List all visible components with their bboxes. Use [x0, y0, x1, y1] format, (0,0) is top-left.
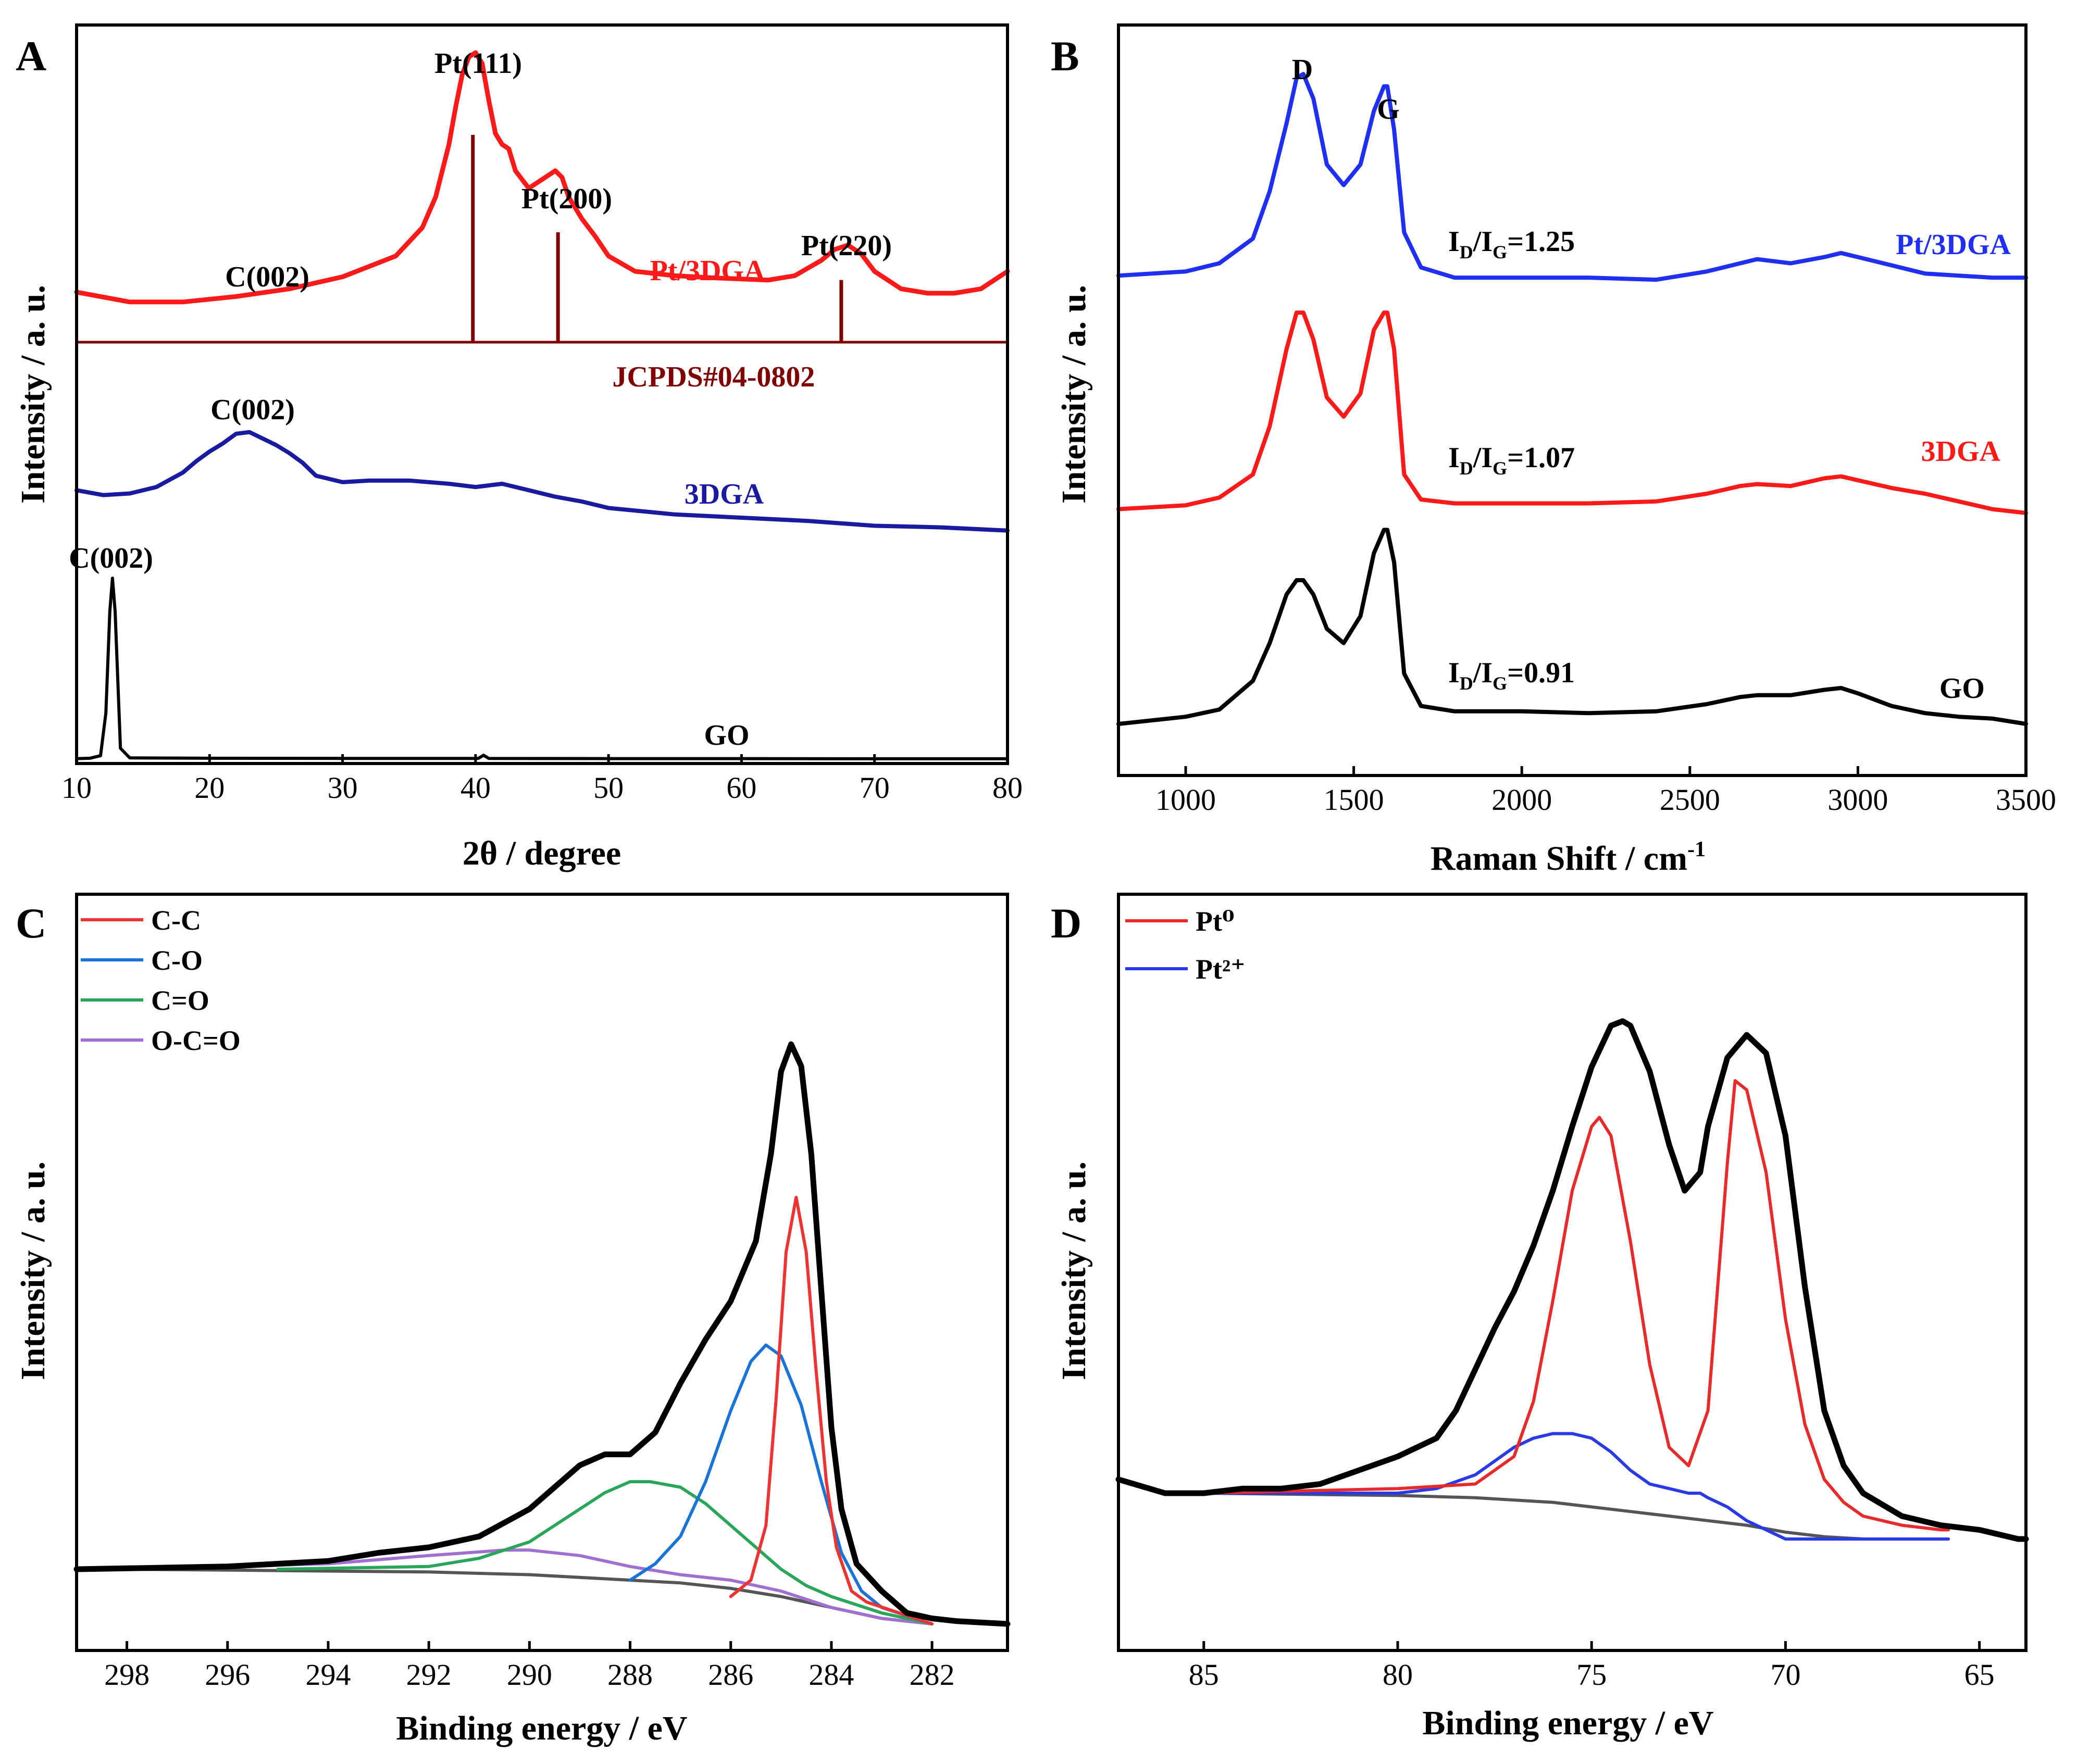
x-tick-label-b-1000: 1000: [1155, 783, 1216, 817]
label-go: GO: [704, 719, 749, 752]
series-c-total: [73, 1041, 1011, 1627]
legend-c-o-label: C-O: [151, 945, 203, 976]
panel-b-xlabel: Raman Shift / cm-1: [1431, 837, 1706, 878]
x-tick-label-b-2000: 2000: [1491, 783, 1552, 817]
annotation-pt200: Pt(200): [521, 183, 612, 215]
ratio-pt3dga: ID/IG=1.25: [1448, 226, 1575, 262]
x-tick-label-a-30: 30: [328, 771, 358, 805]
legend-pt2-label: Pt²⁺: [1196, 954, 1246, 985]
series-d-pt0: [1202, 1079, 1950, 1532]
x-tick-label-a-70: 70: [860, 771, 890, 805]
panel-d-ylabel: Intensity / a. u.: [1055, 1161, 1093, 1380]
panel-a-ylabel: Intensity / a. u.: [14, 285, 52, 504]
x-tick-label-c-286: 286: [708, 1658, 753, 1692]
annotation-pt220: Pt(220): [801, 230, 892, 262]
panel-c-legend: C-C C-O C=O O-C=O: [81, 905, 241, 1056]
x-tick-label-b-3500: 3500: [1996, 783, 2056, 817]
x-tick-label-d-85: 85: [1189, 1658, 1219, 1692]
label-b-3dga: 3DGA: [1921, 435, 2001, 468]
annotation-c002-pt3dga: C(002): [225, 261, 309, 293]
panel-d-x-ticks: 85 80 75 70 65: [1189, 1641, 1995, 1692]
ratio-3dga: ID/IG=1.07: [1448, 442, 1575, 479]
panel-d-xlabel: Binding energy / eV: [1422, 1704, 1713, 1742]
legend-o-c-o-label: O-C=O: [151, 1025, 241, 1056]
x-tick-label-d-75: 75: [1576, 1658, 1607, 1692]
panel-d-legend: Pt⁰ Pt²⁺: [1125, 906, 1246, 985]
panel-c-c1s-xps: C 298 296 294 292 290 288 286 284 282 Binding en…: [14, 893, 1011, 1747]
label-jcpds: JCPDS#04-0802: [613, 361, 815, 393]
annotation-pt111: Pt(111): [434, 47, 522, 80]
x-tick-label-c-282: 282: [910, 1658, 955, 1692]
label-b-go: GO: [1939, 672, 1985, 705]
x-tick-label-c-294: 294: [305, 1658, 351, 1692]
panel-c-letter: C: [16, 899, 46, 947]
panel-a-xrd: A 10 20 30 40 50 60 70 80 2θ / degree Intensity…: [14, 23, 1023, 872]
annotation-c002-go: C(002): [69, 542, 153, 574]
x-tick-label-a-50: 50: [593, 771, 624, 805]
x-tick-label-a-10: 10: [61, 771, 92, 805]
series-a-go: [75, 577, 1009, 760]
panel-d-letter: D: [1051, 899, 1081, 947]
x-tick-label-a-20: 20: [194, 771, 225, 805]
series-c-c-c: [729, 1196, 934, 1625]
panel-b-raman: B 1000 1500 2000 2500 3000 3500 Raman Shift /…: [1051, 23, 2056, 878]
x-tick-label-c-298: 298: [104, 1658, 150, 1692]
label-pt3dga: Pt/3DGA: [650, 255, 765, 287]
series-c-c-o: [628, 1343, 934, 1625]
x-tick-label-c-296: 296: [205, 1658, 250, 1692]
x-tick-label-a-60: 60: [726, 771, 756, 805]
panel-b-ylabel: Intensity / a. u.: [1055, 285, 1093, 504]
x-tick-label-a-80: 80: [992, 771, 1023, 805]
series-a-3dga: [74, 430, 1010, 533]
x-tick-label-b-2500: 2500: [1660, 783, 1720, 817]
x-tick-label-c-288: 288: [607, 1658, 653, 1692]
x-tick-label-b-3000: 3000: [1827, 783, 1888, 817]
series-c-c-o: [276, 1480, 934, 1625]
label-b-pt3dga: Pt/3DGA: [1896, 229, 2011, 261]
series-d-total: [1115, 1018, 2029, 1542]
panel-b-frame: [1117, 23, 2028, 777]
legend-c-c-label: C-C: [151, 905, 201, 936]
x-tick-label-d-80: 80: [1383, 1658, 1413, 1692]
x-tick-label-c-292: 292: [406, 1658, 452, 1692]
panel-a-series: [74, 50, 1010, 760]
panel-a-letter: A: [16, 32, 46, 80]
panel-a-x-ticks: 10 20 30 40 50 60 70 80: [61, 754, 1023, 805]
panel-d-series: [1115, 1018, 2029, 1542]
series-b-pt-3dga: [1116, 72, 2028, 282]
panel-b-x-ticks: 1000 1500 2000 2500 3000 3500: [1155, 766, 2056, 817]
series-a-pt-3dga: [74, 50, 1010, 305]
panel-c-ylabel: Intensity / a. u.: [14, 1161, 52, 1380]
panel-b-series: [1116, 72, 2028, 726]
panel-a-xlabel: 2θ / degree: [463, 834, 621, 872]
series-c-o-c-o: [125, 1548, 934, 1625]
series-b-3dga: [1116, 310, 2028, 515]
annotation-d-band: D: [1292, 54, 1313, 86]
panel-c-frame: [75, 893, 1009, 1652]
panel-c-xlabel: Binding energy / eV: [396, 1709, 687, 1747]
series-b-go: [1116, 528, 2028, 726]
x-tick-label-d-65: 65: [1964, 1658, 1995, 1692]
legend-c-double-o-label: C=O: [151, 985, 209, 1016]
ratio-go: ID/IG=0.91: [1448, 657, 1575, 694]
annotation-c002-3dga: C(002): [210, 394, 295, 426]
x-tick-label-c-284: 284: [809, 1658, 854, 1692]
panel-a-frame: [75, 23, 1009, 765]
panel-c-x-ticks: 298 296 294 292 290 288 286 284 282: [104, 1641, 955, 1692]
panel-d-pt4f-xps: D 85 80 75 70 65 Binding energy / eV Intensi…: [1051, 893, 2029, 1742]
x-tick-label-d-70: 70: [1770, 1658, 1800, 1692]
panel-c-series: [73, 1041, 1011, 1627]
panel-a-reference: [77, 135, 1008, 344]
label-3dga: 3DGA: [685, 478, 764, 510]
annotation-g-band: G: [1377, 93, 1400, 126]
panel-d-frame: [1117, 893, 2028, 1652]
legend-pt0-label: Pt⁰: [1196, 906, 1235, 937]
x-tick-label-a-40: 40: [461, 771, 491, 805]
x-tick-label-b-1500: 1500: [1324, 783, 1384, 817]
panel-b-letter: B: [1051, 32, 1079, 80]
x-tick-label-c-290: 290: [507, 1658, 552, 1692]
